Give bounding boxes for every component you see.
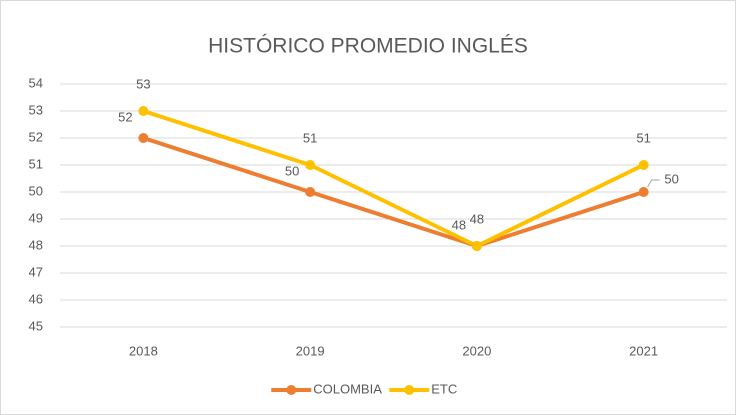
data-label: 51 [636, 130, 650, 145]
legend-marker [404, 385, 415, 395]
data-point [138, 106, 149, 116]
data-label: 48 [452, 217, 466, 232]
x-tick-label: 2020 [462, 343, 491, 358]
y-tick-label: 50 [29, 183, 43, 198]
data-point [638, 160, 649, 170]
data-point [638, 187, 649, 197]
data-label: 53 [136, 76, 150, 91]
data-point [471, 241, 482, 251]
data-point [305, 160, 316, 170]
series-line [142, 109, 645, 248]
y-tick-label: 48 [29, 237, 43, 252]
y-tick-label: 49 [29, 210, 43, 225]
series-line [142, 136, 645, 248]
y-tick-label: 54 [29, 75, 43, 90]
y-tick-label: 47 [29, 264, 43, 279]
y-tick-label: 51 [29, 156, 43, 171]
legend-label: COLOMBIA [313, 381, 382, 396]
y-tick-label: 52 [29, 129, 43, 144]
y-tick-label: 46 [29, 291, 43, 306]
x-tick-label: 2021 [629, 343, 658, 358]
y-tick-label: 45 [29, 318, 43, 333]
data-label: 50 [285, 163, 299, 178]
data-point [305, 187, 316, 197]
data-point [138, 133, 149, 143]
data-label: 52 [118, 109, 132, 124]
x-tick-label: 2019 [296, 343, 325, 358]
chart-title: HISTÓRICO PROMEDIO INGLÉS [208, 35, 528, 58]
x-tick-label: 2018 [129, 343, 158, 358]
y-tick-label: 53 [29, 102, 43, 117]
data-label: 51 [303, 130, 317, 145]
data-label: 48 [470, 211, 484, 226]
legend-label: ETC [431, 381, 457, 396]
data-label: 50 [664, 171, 678, 186]
leader-line [647, 179, 660, 188]
legend-marker [286, 385, 297, 395]
